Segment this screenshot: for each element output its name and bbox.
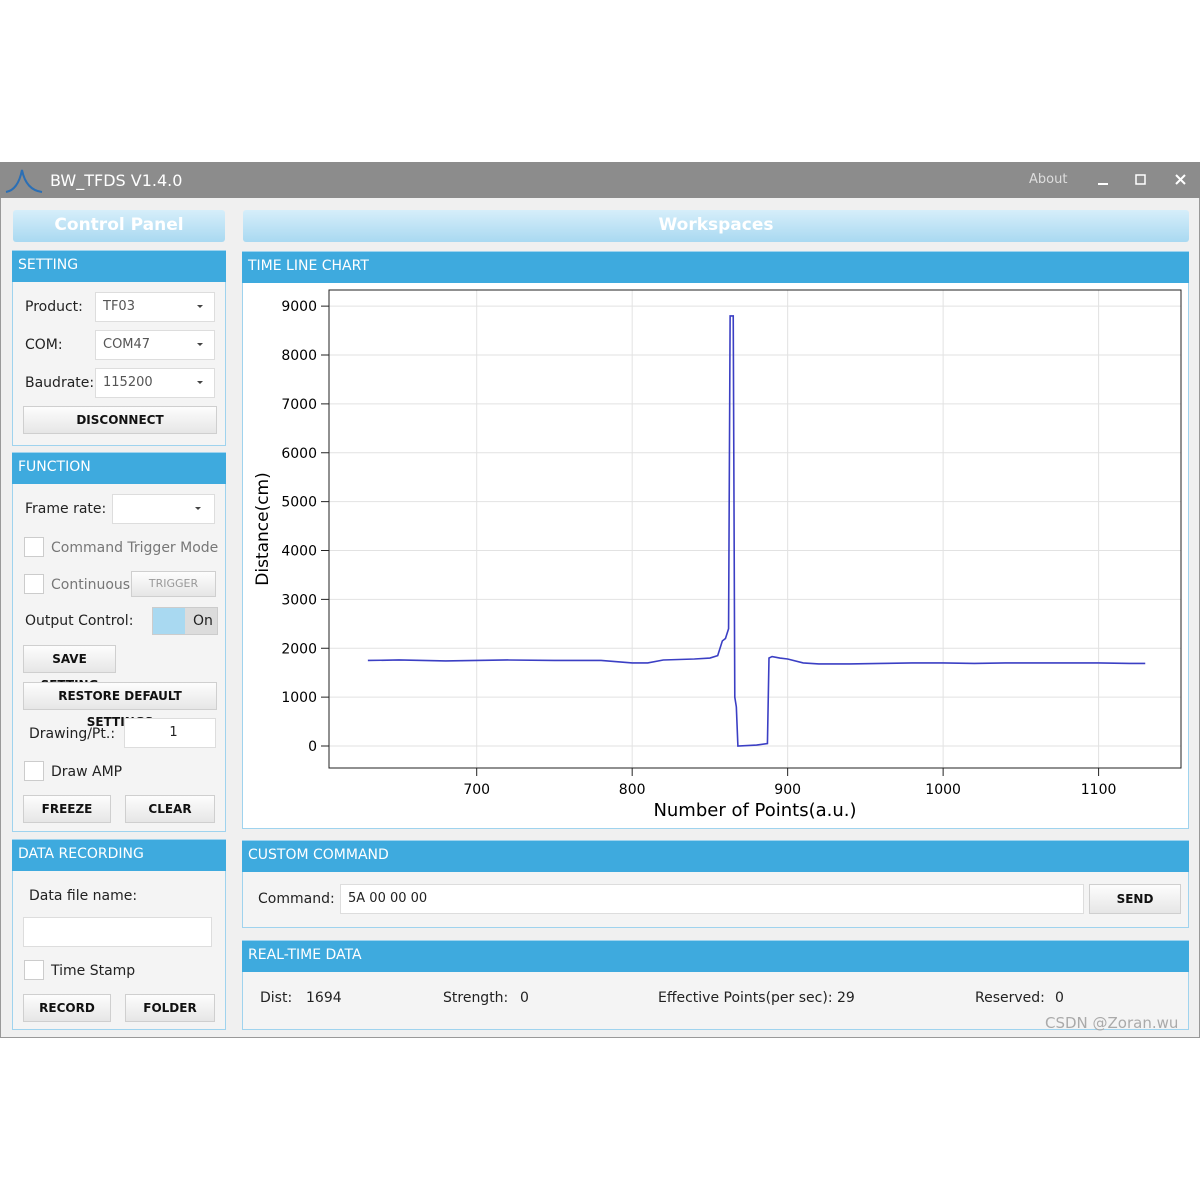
label: Frame rate: — [25, 501, 107, 517]
chart: 0 1000 2000 3000 4000 5000 6000 7000 8000 9000 700… — [253, 289, 1182, 821]
label: Data file name: — [29, 888, 138, 904]
checkbox[interactable] — [24, 537, 44, 557]
section-header: FUNCTION — [12, 453, 226, 484]
x-tick-label: 900 — [774, 782, 801, 798]
x-tick-label: 800 — [619, 782, 646, 798]
label: Time Stamp — [51, 963, 136, 979]
value: 0 — [1055, 990, 1064, 1006]
section-header: CUSTOM COMMAND — [242, 841, 1189, 872]
toggle-label: On — [193, 613, 213, 629]
dropdown-arrows — [197, 305, 203, 384]
chart-group — [242, 251, 1189, 829]
label: Draw AMP — [51, 764, 123, 780]
y-tick-label: 3000 — [281, 592, 317, 608]
label: Dist: — [260, 990, 293, 1006]
value: 29 — [837, 990, 855, 1006]
y-tick-label: 8000 — [281, 348, 317, 364]
label: Output Control: — [25, 613, 134, 629]
label: Command: — [258, 891, 335, 907]
folder-button[interactable]: FOLDER — [125, 994, 215, 1022]
section-header: TIME LINE CHART — [242, 252, 1189, 283]
product-dropdown[interactable]: TF03 — [95, 292, 215, 322]
x-axis-label: Number of Points(a.u.) — [653, 800, 856, 821]
about-link[interactable]: About — [1029, 172, 1068, 187]
com-dropdown[interactable]: COM47 — [95, 330, 215, 360]
plot-frame — [328, 289, 1182, 769]
drawing-input[interactable]: 1 — [124, 718, 216, 748]
baud-dropdown[interactable]: 115200 — [95, 368, 215, 398]
checkbox[interactable] — [24, 761, 44, 781]
title-bar — [0, 162, 1200, 198]
y-tick-label: 1000 — [281, 690, 317, 706]
record-button[interactable]: RECORD — [23, 994, 111, 1022]
toggle-switch[interactable] — [152, 607, 218, 635]
label: Command Trigger Mode — [51, 540, 219, 556]
freeze-button[interactable]: FREEZE — [23, 795, 111, 823]
y-tick-label: 6000 — [281, 446, 317, 462]
app-icon — [5, 169, 43, 193]
checkbox[interactable] — [24, 574, 44, 594]
file-name-input[interactable] — [23, 917, 212, 947]
watermark: CSDN @Zoran.wu — [1045, 1014, 1179, 1032]
label: COM: — [25, 337, 63, 353]
x-tick-label: 1000 — [925, 782, 961, 798]
section-header: SETTING — [12, 251, 226, 282]
clear-button[interactable]: CLEAR — [125, 795, 215, 823]
panel-title: Workspaces — [243, 210, 1189, 242]
x-tick-label: 1100 — [1081, 782, 1117, 798]
command-input[interactable]: 5A 00 00 00 — [340, 884, 1084, 914]
label: Strength: — [443, 990, 509, 1006]
label: Baudrate: — [25, 375, 95, 391]
y-tick-label: 2000 — [281, 641, 317, 657]
send-button[interactable]: SEND — [1089, 884, 1181, 914]
window-controls[interactable] — [1090, 170, 1190, 190]
section-header: DATA RECORDING — [12, 840, 226, 871]
restore-button[interactable]: RESTORE DEFAULT SETTINGS — [23, 682, 217, 729]
section-header: REAL-TIME DATA — [242, 941, 1189, 972]
label: Continuous — [51, 577, 131, 593]
data-line — [367, 315, 1146, 747]
disconnect-button[interactable]: DISCONNECT — [23, 406, 217, 434]
value: 0 — [520, 990, 529, 1006]
dropdown-arrow — [195, 507, 201, 510]
x-tick-label: 700 — [463, 782, 490, 798]
save-setting-button[interactable]: SAVE SETTING — [23, 645, 116, 692]
panel-title: Control Panel — [13, 210, 225, 242]
y-tick-label: 5000 — [281, 495, 317, 511]
value: 1694 — [306, 990, 342, 1006]
label: Product: — [25, 299, 83, 315]
checkbox[interactable] — [24, 960, 44, 980]
y-axis-label: Distance(cm) — [253, 472, 273, 586]
trigger-button[interactable]: TRIGGER — [131, 571, 216, 597]
y-tick-label: 0 — [308, 739, 317, 755]
window-title: BW_TFDS V1.4.0 — [50, 171, 183, 190]
label: Effective Points(per sec): — [658, 990, 833, 1006]
label: Reserved: — [975, 990, 1045, 1006]
y-tick-label: 7000 — [281, 397, 317, 413]
label: Drawing/Pt.: — [29, 726, 116, 742]
y-tick-label: 4000 — [281, 544, 317, 560]
y-tick-label: 9000 — [281, 299, 317, 315]
